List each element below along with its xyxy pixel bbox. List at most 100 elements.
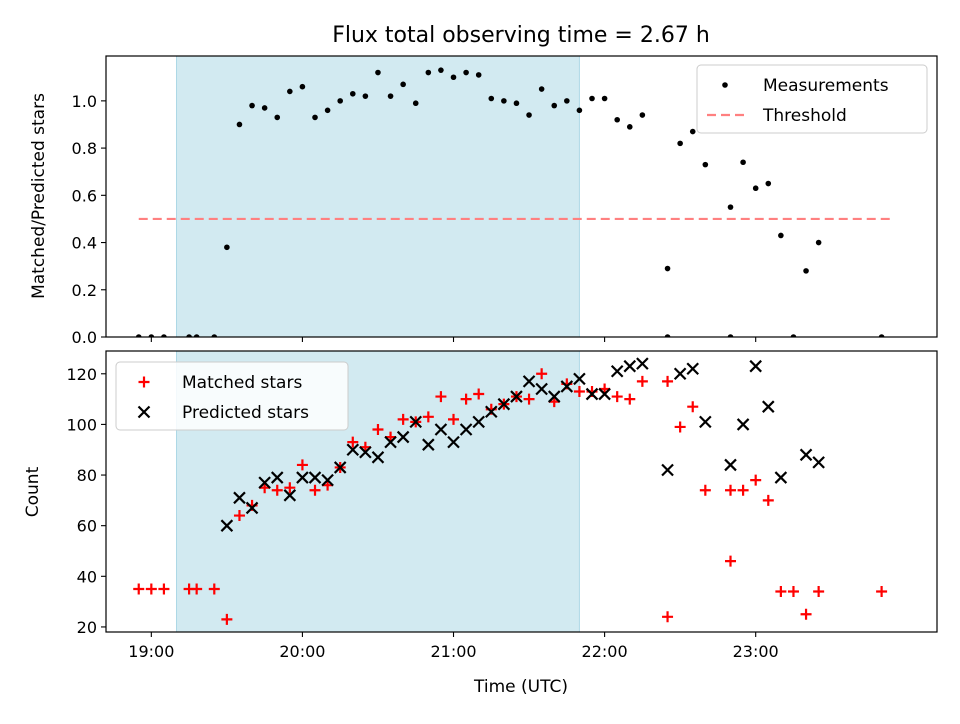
matched-star-point	[699, 484, 711, 496]
predicted-star-point	[485, 405, 498, 419]
measurement-point	[400, 81, 406, 88]
measurement-point	[765, 180, 772, 187]
flux-ratio-panel: 0.0 0.2 0.4 0.6 0.8 1.0 Measurements Threshold	[72, 55, 938, 347]
matched-star-point	[787, 585, 799, 597]
predicted-star-point	[447, 435, 460, 449]
predicted-star-point	[686, 362, 700, 375]
measurement-point	[803, 268, 809, 274]
matched-star-point	[296, 459, 308, 471]
predicted-star-point	[434, 423, 448, 436]
matched-star-point	[133, 583, 145, 595]
bottom-y-axis-label: Count	[23, 466, 43, 517]
y-tick-label: 0.2	[72, 281, 97, 300]
y-tick-label: 0.8	[72, 139, 97, 158]
measurement-point	[211, 334, 218, 337]
predicted-star-point	[673, 367, 687, 381]
measurement-point	[349, 90, 356, 97]
matched-star-point	[762, 494, 774, 506]
predicted-star-point	[573, 372, 586, 386]
matched-star-point	[523, 393, 535, 405]
matched-star-point	[775, 585, 787, 597]
predicted-star-point	[661, 463, 674, 477]
legend-box	[696, 64, 928, 134]
measurement-point	[564, 98, 570, 104]
matched-star-point	[233, 510, 245, 522]
matched-star-point	[636, 375, 648, 387]
matched-star-point	[309, 484, 321, 496]
matched-star-point	[284, 482, 296, 494]
measurement-point	[664, 265, 671, 272]
predicted-star-point	[283, 489, 297, 502]
measurement-point	[513, 100, 520, 107]
measurement-point	[576, 107, 583, 114]
legend-label: Threshold	[762, 106, 847, 126]
x-tick-label: 23:00	[733, 642, 779, 661]
measurement-point	[161, 334, 167, 337]
predicted-star-point	[422, 438, 435, 451]
predicted-star-point	[749, 359, 762, 373]
measurement-point	[249, 102, 255, 109]
measurement-point	[186, 334, 192, 337]
predicted-star-point	[799, 448, 813, 462]
y-tick-label: 80	[77, 466, 97, 485]
matched-star-point	[674, 421, 686, 433]
predicted-star-point	[699, 415, 712, 429]
matched-star-point	[687, 401, 699, 413]
plot-area	[133, 357, 888, 625]
predicted-star-point	[497, 397, 511, 411]
measurement-point	[475, 72, 482, 78]
predicted-star-point	[724, 458, 737, 472]
matched-star-point	[876, 585, 888, 597]
measurement-point	[778, 232, 784, 239]
predicted-star-point	[623, 359, 637, 373]
measurement-point	[538, 86, 545, 92]
matched-star-point	[725, 555, 737, 567]
predicted-star-point	[270, 471, 284, 484]
matched-star-point	[448, 413, 460, 425]
predicted-star-point	[522, 375, 536, 388]
predicted-star-point	[510, 390, 523, 403]
measurement-point	[689, 128, 696, 135]
predicted-star-point	[346, 443, 360, 457]
measurement-point	[740, 159, 746, 166]
measurement-point	[135, 334, 142, 337]
matched-star-point	[800, 608, 812, 620]
x-tick-label: 19:00	[128, 642, 174, 661]
predicted-star-point	[535, 382, 548, 396]
measurement-point	[677, 140, 683, 147]
predicted-star-point	[308, 471, 322, 484]
matched-star-point	[347, 436, 359, 448]
measurement-point	[488, 95, 495, 102]
star-count-panel: 19:00 20:00 21:00 22:00 23:00 20 40 60 80 100 120 M…	[66, 350, 938, 661]
matched-star-point	[397, 413, 409, 425]
legend-label: Measurements	[763, 76, 889, 96]
measurement-point	[664, 334, 671, 337]
y-tick-label: 0.0	[72, 328, 97, 347]
predicted-star-point	[774, 471, 788, 484]
measurement-point	[790, 334, 797, 337]
measurement-point	[337, 98, 343, 104]
axes-frame	[105, 55, 938, 338]
predicted-star-point	[585, 387, 599, 401]
predicted-star-point	[736, 418, 750, 431]
matched-star-point	[750, 474, 762, 486]
predicted-star-point	[359, 445, 372, 459]
legend-box	[115, 361, 349, 431]
measurement-point	[387, 93, 394, 99]
legend-measurement-swatch	[722, 82, 728, 88]
x-tick-label: 20:00	[279, 642, 325, 661]
measurement-point	[752, 185, 759, 192]
predicted-star-point	[233, 491, 246, 505]
legend-label: Predicted stars	[182, 403, 309, 423]
measurement-point	[727, 334, 734, 337]
matched-star-point	[221, 613, 233, 625]
predicted-star-point	[371, 451, 385, 464]
y-tick-label: 0.6	[72, 186, 97, 205]
matched-star-point	[208, 583, 220, 595]
predicted-star-point	[333, 461, 347, 474]
y-tick-label: 60	[77, 517, 97, 536]
chart-title: Flux total observing time = 2.67 h	[332, 23, 710, 48]
predicted-star-point	[245, 501, 259, 515]
legend: Matched stars Predicted stars	[115, 361, 349, 431]
measurement-point	[614, 116, 620, 123]
